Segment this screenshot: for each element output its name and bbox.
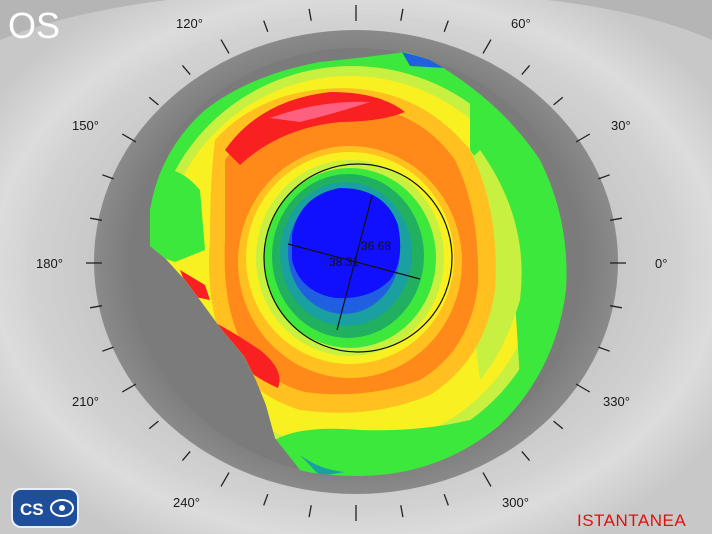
degree-tick [121,383,137,393]
angle-label-150: 150° [72,118,99,133]
degree-tick [89,217,103,221]
degree-tick [220,472,230,487]
cso-logo: CS [11,488,79,528]
degree-tick [308,8,312,21]
degree-tick [521,64,531,76]
logo-text: CS [20,500,44,519]
pupil-circle [263,163,453,353]
degree-tick [482,39,492,54]
angle-label-300: 300° [502,495,529,510]
angle-label-60: 60° [511,16,531,31]
degree-tick [263,20,269,33]
degree-tick [308,505,312,518]
degree-tick [181,64,191,76]
degree-tick [482,472,492,487]
degree-tick [400,505,404,518]
degree-tick [553,420,564,430]
degree-tick [89,305,103,309]
degree-tick [181,450,191,462]
degree-tick [553,96,564,106]
degree-tick [220,39,230,54]
angle-label-210: 210° [72,394,99,409]
eye-logo-icon [50,499,74,517]
angle-label-0: 0° [655,256,667,271]
degree-tick [443,20,449,33]
steep-axis [336,195,373,331]
eye-side-label: OS [8,5,60,46]
degree-tick [400,8,404,21]
angle-label-330: 330° [603,394,630,409]
degree-tick [148,420,159,430]
degree-tick [609,305,623,309]
map-mode-label: ISTANTANEA [577,511,686,530]
degree-tick [575,133,591,143]
degree-tick [575,383,591,393]
degree-tick [598,346,610,352]
angle-label-240: 240° [173,495,200,510]
curvature-color-map [150,52,567,476]
angle-label-30: 30° [611,118,631,133]
degree-tick [102,174,114,180]
degree-tick [521,450,531,462]
degree-tick [443,493,449,506]
degree-tick [598,174,610,180]
degree-tick [102,346,114,352]
flat-k-value: 38.31 [329,255,359,269]
angle-label-180: 180° [36,256,63,271]
degree-tick [263,493,269,506]
degree-scale-ticks [86,5,626,521]
steep-k-value: 36.68 [361,239,391,253]
degree-tick [609,217,623,221]
degree-tick [121,133,137,143]
degree-tick [148,96,159,106]
flat-axis [287,243,421,280]
angle-label-120: 120° [176,16,203,31]
